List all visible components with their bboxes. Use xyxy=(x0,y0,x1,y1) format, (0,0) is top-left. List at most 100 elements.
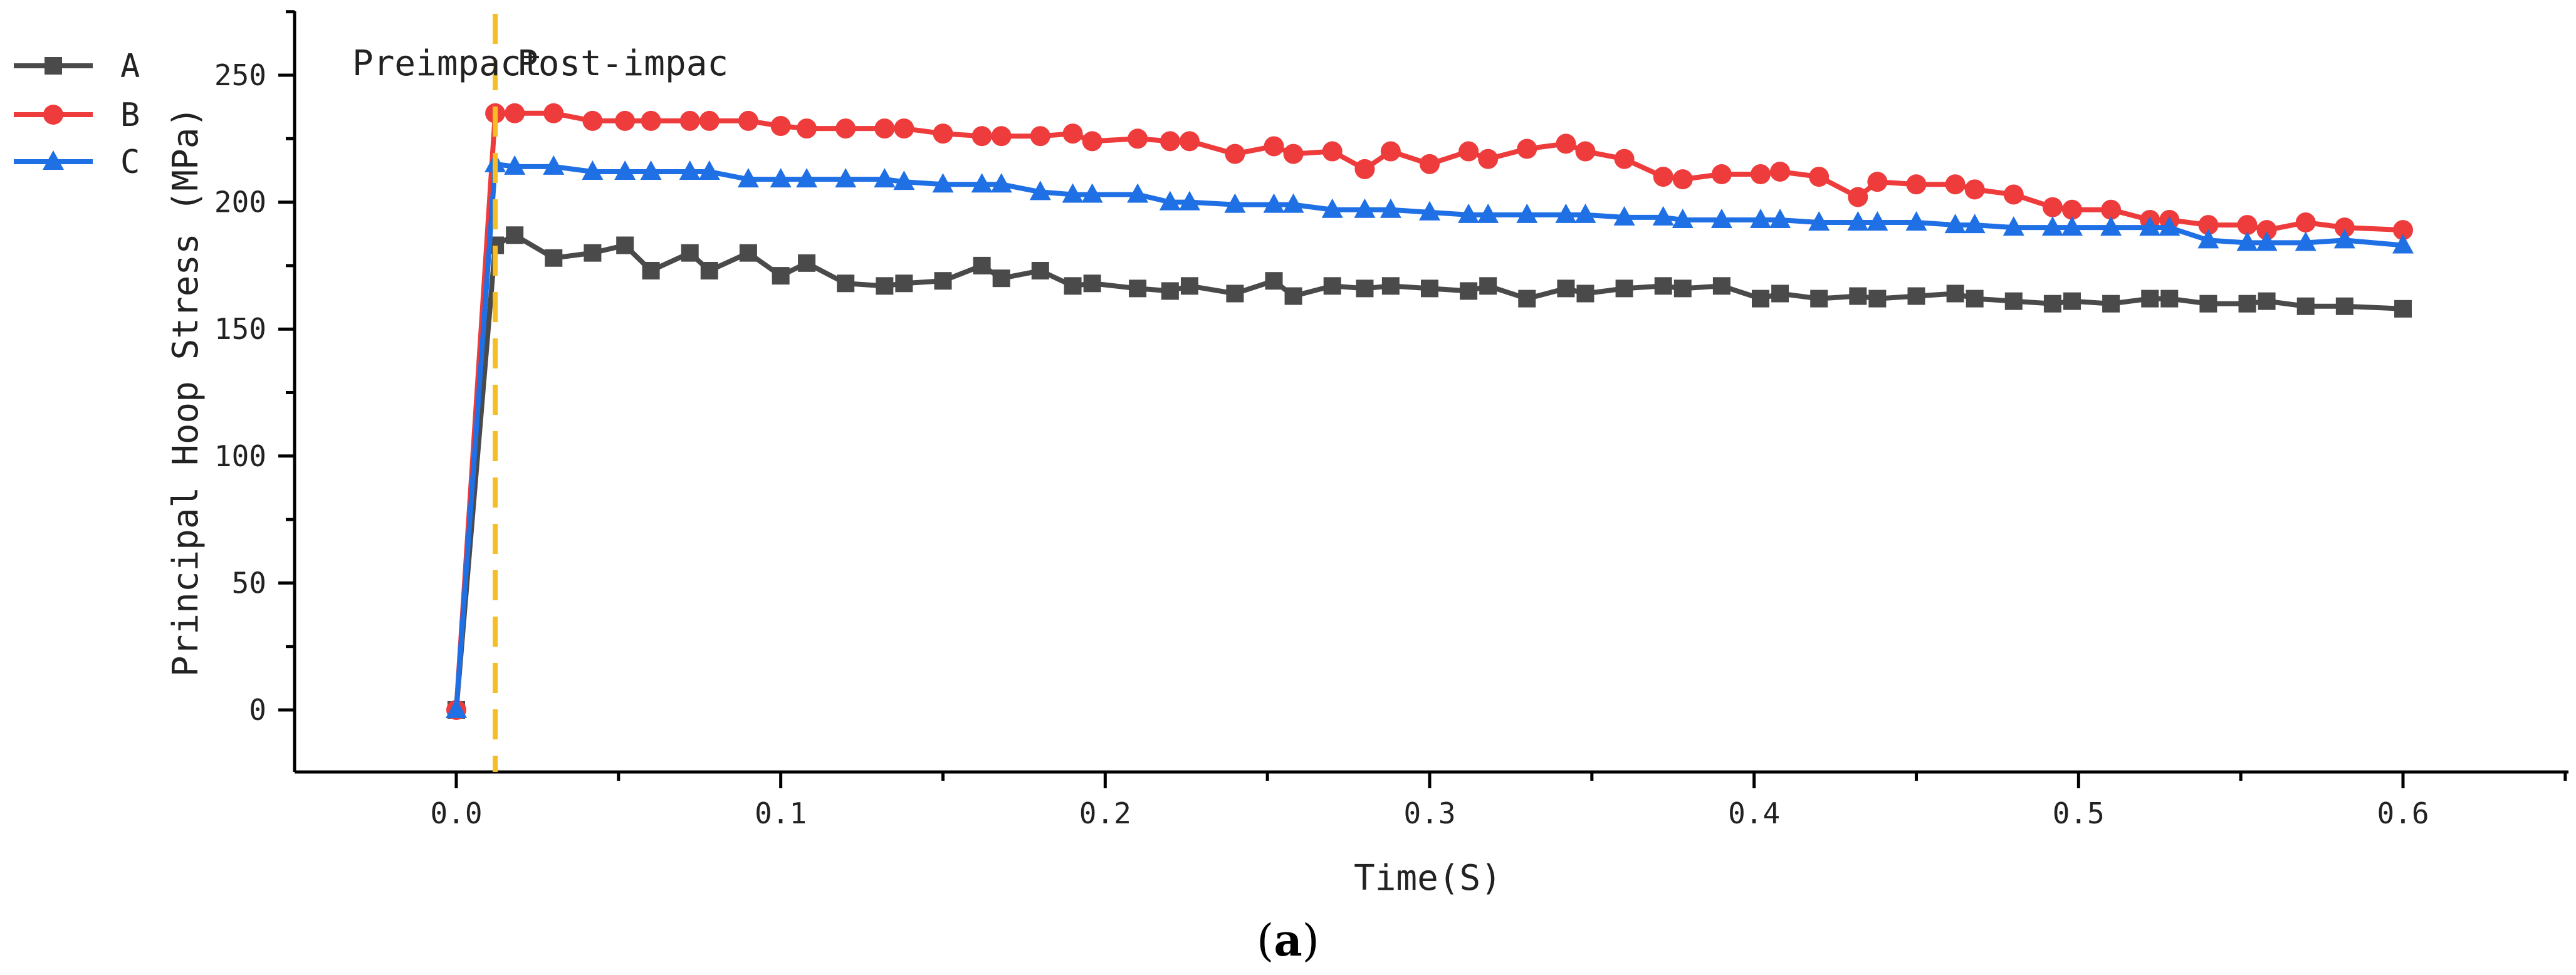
series-C-point xyxy=(1905,211,1927,231)
series-A-point xyxy=(1849,287,1867,305)
series-A-point xyxy=(2043,295,2061,313)
legend-label: C xyxy=(120,143,140,181)
series-A-point xyxy=(1810,289,1828,308)
series-C-point xyxy=(1516,203,1538,223)
series-A-point xyxy=(1284,287,1302,305)
series-A-point xyxy=(1129,279,1147,298)
series-C-point xyxy=(582,160,604,180)
series-B-point xyxy=(2003,184,2024,205)
series-B-point xyxy=(894,118,914,139)
series-B-point xyxy=(1478,149,1499,169)
series-B-point xyxy=(505,103,525,123)
series-B-point xyxy=(582,110,603,131)
series-C-point xyxy=(2041,216,2063,236)
caption-letter: a xyxy=(1274,914,1302,966)
series-B-point xyxy=(1225,143,1245,164)
series-C-point xyxy=(770,168,792,188)
series-B-point xyxy=(1062,123,1083,144)
series-C-point xyxy=(1652,206,1674,226)
legend-item-B: B xyxy=(14,96,140,134)
series-C-point xyxy=(893,170,915,190)
series-C-point xyxy=(2295,231,2317,251)
series-A-point xyxy=(1557,279,1575,298)
series-A-point xyxy=(1083,274,1101,293)
series-B-point xyxy=(543,103,564,123)
series-C-point xyxy=(1380,198,1401,218)
ticks: 0.0 0.1 0.2 0.3 0.4 0.5 0.6 0 50 100 150 200 250 xyxy=(214,10,2567,830)
series-C-point xyxy=(2256,231,2278,251)
series-C-point xyxy=(698,160,720,180)
series-A-point xyxy=(2160,289,2179,308)
series-B-point xyxy=(1751,164,1771,185)
series-A-point xyxy=(681,244,699,262)
annotation-layer: Preimpact Post-impac xyxy=(352,14,728,772)
y-tick-label: 200 xyxy=(214,185,266,219)
series-A-point xyxy=(1771,284,1789,303)
series-B-point xyxy=(770,116,791,137)
series-C-point xyxy=(835,168,857,188)
series-A-point xyxy=(1966,289,1984,308)
series-C-point xyxy=(990,173,1012,193)
x-tick-label: 0.6 xyxy=(2377,796,2429,830)
series-A-point xyxy=(2335,297,2353,315)
series-A-point xyxy=(1265,272,1283,290)
series-A-point xyxy=(895,274,913,293)
x-tick-label: 0.0 xyxy=(430,796,482,830)
series-A-point xyxy=(739,244,757,262)
y-tick-label: 0 xyxy=(249,693,266,727)
series-A-point xyxy=(2238,295,2256,313)
series-A-point xyxy=(1518,289,1536,308)
axes xyxy=(293,11,2568,774)
series-B-point xyxy=(1380,141,1401,162)
series-B-point xyxy=(971,126,992,147)
series-B-point xyxy=(1264,136,1284,157)
series-C-point xyxy=(679,160,701,180)
series-B-point xyxy=(2237,215,2258,236)
series-B-point xyxy=(699,110,720,131)
series-B-point xyxy=(1030,126,1050,147)
figure-caption: (a) xyxy=(1257,914,1319,966)
series-C-point xyxy=(1458,203,1480,223)
y-tick-label: 50 xyxy=(232,566,266,600)
series-B-point xyxy=(1082,131,1102,152)
series-C-point xyxy=(1081,183,1103,203)
series-A-point xyxy=(1576,284,1594,303)
series-C-point xyxy=(1321,198,1343,218)
series-C-point xyxy=(1178,190,1200,211)
series-B-point xyxy=(2256,220,2277,241)
series-C-point xyxy=(1062,183,1084,203)
series-C-point xyxy=(2003,216,2024,236)
series-C-point xyxy=(640,160,662,180)
series-C-point xyxy=(543,155,565,175)
series-A-point xyxy=(837,274,855,293)
series-A-point xyxy=(1180,277,1198,295)
series-C-point xyxy=(1867,211,1888,231)
series-B-point xyxy=(2198,215,2219,236)
series-B-point xyxy=(1517,138,1537,159)
series-C-point xyxy=(2333,229,2355,249)
series-C-point xyxy=(1477,203,1499,223)
series-A-point xyxy=(1323,277,1341,295)
series-C-point xyxy=(796,168,818,188)
series-C-point xyxy=(1282,193,1304,213)
series-B-point xyxy=(1160,131,1180,152)
series-B-point xyxy=(1653,167,1673,187)
series-A-point xyxy=(1479,277,1497,295)
series-C-point xyxy=(1672,208,1694,228)
series-C-point xyxy=(874,168,896,188)
series-A-point xyxy=(798,254,816,272)
x-tick-label: 0.1 xyxy=(755,796,807,830)
series-C-point xyxy=(1944,214,1966,234)
series-A-point xyxy=(1868,289,1887,308)
series-C xyxy=(446,152,2414,718)
series-A-point xyxy=(2141,289,2159,308)
series-A-point xyxy=(506,226,524,244)
series-C-point xyxy=(1127,183,1149,203)
series-C-point xyxy=(1419,201,1440,221)
caption-close-paren: ) xyxy=(1302,915,1319,966)
series-A-point xyxy=(1381,277,1400,295)
legend-swatch-marker xyxy=(45,57,62,75)
series-B-point xyxy=(1809,167,1830,187)
series-C-point xyxy=(1354,198,1376,218)
y-tick-label: 100 xyxy=(214,439,266,473)
